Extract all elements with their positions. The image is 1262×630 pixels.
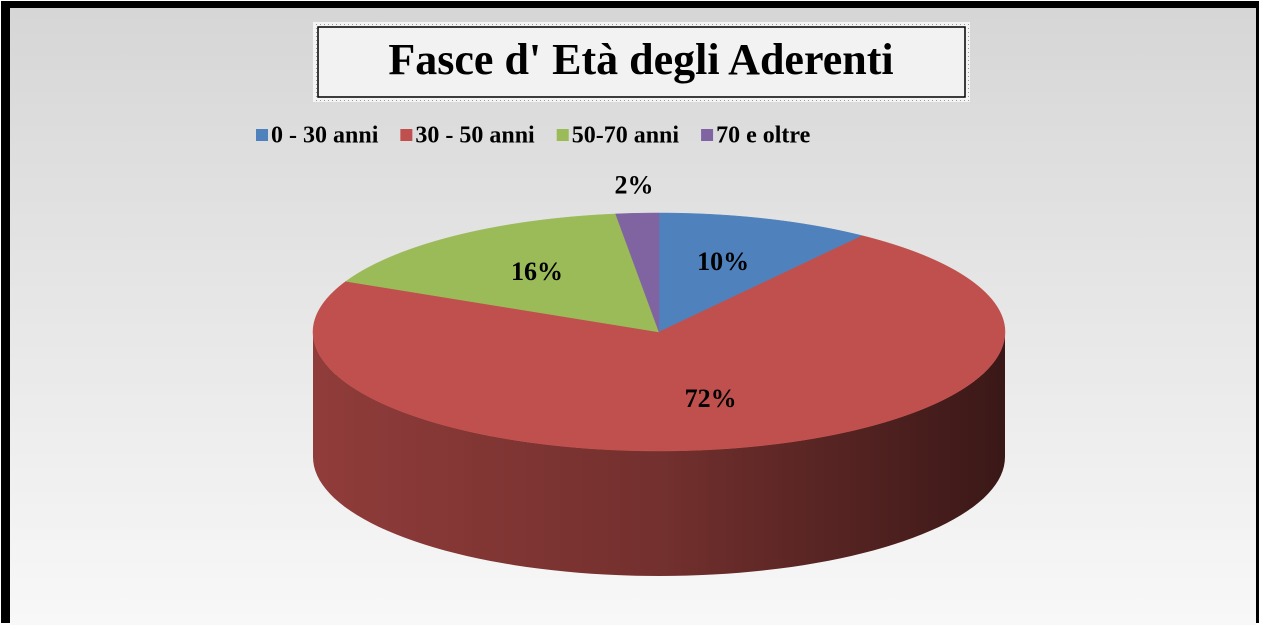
legend-swatch xyxy=(701,129,714,141)
slice xyxy=(615,212,660,333)
data-label: 72% xyxy=(685,384,737,413)
title-frame xyxy=(317,26,966,98)
slice xyxy=(312,235,1006,452)
slice xyxy=(345,213,660,333)
legend-swatch xyxy=(400,129,413,141)
legend-label: 0 - 30 anni xyxy=(271,123,379,149)
legend-label: 70 e oltre xyxy=(716,123,811,149)
data-label: 10% xyxy=(697,247,749,276)
legend-swatch xyxy=(556,129,569,141)
legend-label: 50-70 anni xyxy=(572,123,680,149)
chart-title: Fasce d' Età degli Aderenti xyxy=(388,35,893,84)
legend: 0 - 30 anni 30 - 50 anni 50-70 anni 70 e ol… xyxy=(256,123,811,149)
slice xyxy=(658,212,864,333)
legend-swatch xyxy=(256,129,268,141)
data-label: 2% xyxy=(615,170,654,199)
pie: 10% 72% 16% 2% xyxy=(312,170,1006,576)
legend-label: 30 - 50 anni xyxy=(415,123,535,149)
data-label: 16% xyxy=(511,257,563,286)
slice-side xyxy=(313,332,1005,576)
